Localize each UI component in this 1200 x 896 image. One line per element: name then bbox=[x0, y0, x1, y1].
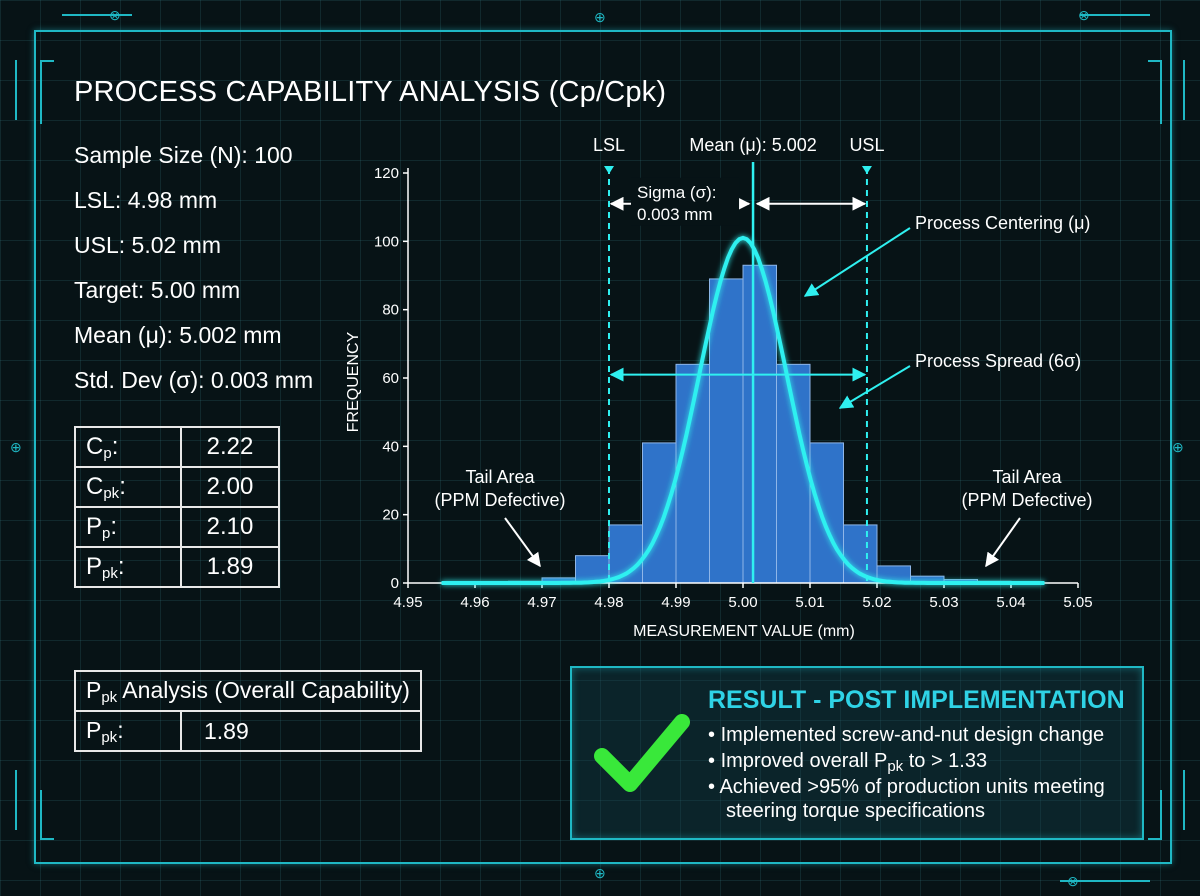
stat-target: Target: 5.00 mm bbox=[74, 277, 241, 303]
cpk-label: Cpk: bbox=[74, 466, 182, 508]
pp-label: Pp: bbox=[74, 506, 182, 548]
process-centering-pointer bbox=[803, 227, 911, 297]
y-tick-label: 60 bbox=[382, 370, 399, 387]
histogram-bar bbox=[709, 278, 744, 584]
result-panel: RESULT - POST IMPLEMENTATION • Implement… bbox=[570, 666, 1144, 840]
x-axis-label: MEASUREMENT VALUE (mm) bbox=[633, 623, 855, 640]
table-row: Pp: 2.10 bbox=[74, 506, 280, 548]
x-tick-label: 5.02 bbox=[862, 594, 891, 611]
histogram-bar bbox=[809, 442, 844, 584]
deco-line-right-bottom bbox=[1183, 770, 1185, 830]
lsl-marker-icon bbox=[604, 166, 614, 174]
table-row: Ppk Analysis (Overall Capability) bbox=[74, 670, 422, 712]
target-icon: ⊕ bbox=[1172, 439, 1184, 455]
ppk-value: 1.89 bbox=[180, 546, 280, 588]
lsl-label: LSL bbox=[593, 135, 625, 155]
corner-bracket-bl bbox=[40, 790, 54, 840]
x-tick-label: 5.04 bbox=[996, 594, 1025, 611]
crosshair-icon: ⊗ bbox=[109, 7, 121, 23]
stat-usl: USL: 5.02 mm bbox=[74, 232, 221, 258]
stat-mean: Mean (μ): 5.002 mm bbox=[74, 322, 282, 348]
ppk-analysis-table: Ppk Analysis (Overall Capability) Ppk: 1… bbox=[74, 670, 422, 752]
tail-area-right-line1: Tail Area bbox=[992, 467, 1062, 487]
usl-marker-icon bbox=[861, 166, 872, 174]
histogram-bar bbox=[575, 555, 610, 584]
target-icon: ⊕ bbox=[10, 439, 22, 455]
mean-label: Mean (μ): 5.002 bbox=[689, 135, 816, 155]
sigma-label-line1: Sigma (σ): bbox=[637, 183, 716, 202]
x-tick-label: 4.97 bbox=[527, 594, 556, 611]
deco-line-left bbox=[15, 60, 17, 120]
tail-area-right-pointer bbox=[985, 517, 1021, 568]
x-tick-label: 5.03 bbox=[929, 594, 958, 611]
deco-line-top-right bbox=[1080, 14, 1150, 16]
checkmark-icon bbox=[594, 714, 690, 792]
result-bullet-continuation: steering torque specifications bbox=[726, 800, 986, 822]
x-tick-label: 4.95 bbox=[393, 594, 422, 611]
x-tick-label: 5.01 bbox=[795, 594, 824, 611]
histogram-chart: 0 20 40 60 80 100 120 4.95 4.96 4.97 4.98 4.99 5.00 5… bbox=[345, 135, 1093, 640]
page-title: PROCESS CAPABILITY ANALYSIS (Cp/Cpk) bbox=[74, 76, 667, 108]
process-spread-pointer bbox=[838, 365, 911, 409]
ppk-label: Ppk: bbox=[74, 546, 182, 588]
x-tick-label: 4.98 bbox=[594, 594, 623, 611]
y-tick-label: 100 bbox=[374, 233, 399, 250]
y-tick-label: 40 bbox=[382, 438, 399, 455]
normal-distribution-curve bbox=[441, 235, 1045, 585]
y-axis-label: FREQUENCY bbox=[345, 331, 362, 432]
outer-frame bbox=[34, 30, 1172, 864]
tail-area-left-pointer bbox=[504, 517, 541, 568]
result-title: RESULT - POST IMPLEMENTATION bbox=[708, 686, 1125, 714]
table-row: Cp: 2.22 bbox=[74, 426, 280, 468]
tail-area-left-line2: (PPM Defective) bbox=[434, 490, 565, 510]
cp-value: 2.22 bbox=[180, 426, 280, 468]
sigma-label-line2: 0.003 mm bbox=[637, 205, 713, 224]
crosshair-icon: ⊗ bbox=[1067, 873, 1079, 889]
ppk-analysis-label: Ppk: bbox=[74, 710, 182, 752]
result-bullet: • Improved overall Ppk to > 1.33 bbox=[708, 750, 988, 775]
pp-value: 2.10 bbox=[180, 506, 280, 548]
deco-line-bottom-right bbox=[1060, 880, 1150, 882]
y-tick-label: 80 bbox=[382, 302, 399, 319]
capability-table: Cp: 2.22 Cpk: 2.00 Pp: 2.10 Ppk: 1.89 bbox=[74, 426, 280, 588]
tail-area-right-line2: (PPM Defective) bbox=[961, 490, 1092, 510]
x-tick-label: 5.00 bbox=[728, 594, 757, 611]
table-row: Cpk: 2.00 bbox=[74, 466, 280, 508]
stat-lsl: LSL: 4.98 mm bbox=[74, 187, 218, 213]
stat-sample-size: Sample Size (N): 100 bbox=[74, 142, 293, 168]
ppk-analysis-header: Ppk Analysis (Overall Capability) bbox=[74, 670, 422, 712]
target-icon: ⊕ bbox=[594, 865, 606, 881]
stat-std-dev: Std. Dev (σ): 0.003 mm bbox=[74, 367, 314, 393]
histogram-bar bbox=[642, 442, 677, 584]
x-tick-label: 4.96 bbox=[460, 594, 489, 611]
ppk-analysis-value: 1.89 bbox=[180, 710, 422, 752]
deco-line-right bbox=[1183, 60, 1185, 120]
x-tick-label: 4.99 bbox=[661, 594, 690, 611]
x-tick-label: 5.05 bbox=[1063, 594, 1092, 611]
process-centering-annotation: Process Centering (μ) bbox=[915, 213, 1090, 233]
tail-area-left-line1: Tail Area bbox=[465, 467, 535, 487]
crosshair-icon: ⊗ bbox=[1078, 7, 1090, 23]
y-tick-label: 0 bbox=[391, 575, 399, 592]
process-spread-annotation: Process Spread (6σ) bbox=[915, 351, 1081, 371]
corner-bracket-tl bbox=[40, 60, 54, 124]
deco-line-left-bottom bbox=[15, 770, 17, 830]
table-row: Ppk: 1.89 bbox=[74, 710, 422, 752]
cp-label: Cp: bbox=[74, 426, 182, 468]
y-tick-label: 20 bbox=[382, 507, 399, 524]
result-bullet: • Achieved >95% of production units meet… bbox=[708, 776, 1105, 798]
sigma-label-backdrop bbox=[631, 177, 740, 226]
deco-line-top-left bbox=[62, 14, 132, 16]
cpk-value: 2.00 bbox=[180, 466, 280, 508]
usl-label: USL bbox=[849, 135, 884, 155]
target-icon: ⊕ bbox=[594, 9, 606, 25]
table-row: Ppk: 1.89 bbox=[74, 546, 280, 588]
y-tick-label: 120 bbox=[374, 165, 399, 182]
corner-bracket-tr bbox=[1148, 60, 1162, 124]
result-bullet: • Implemented screw-and-nut design chang… bbox=[708, 724, 1105, 746]
corner-bracket-br bbox=[1148, 790, 1162, 840]
